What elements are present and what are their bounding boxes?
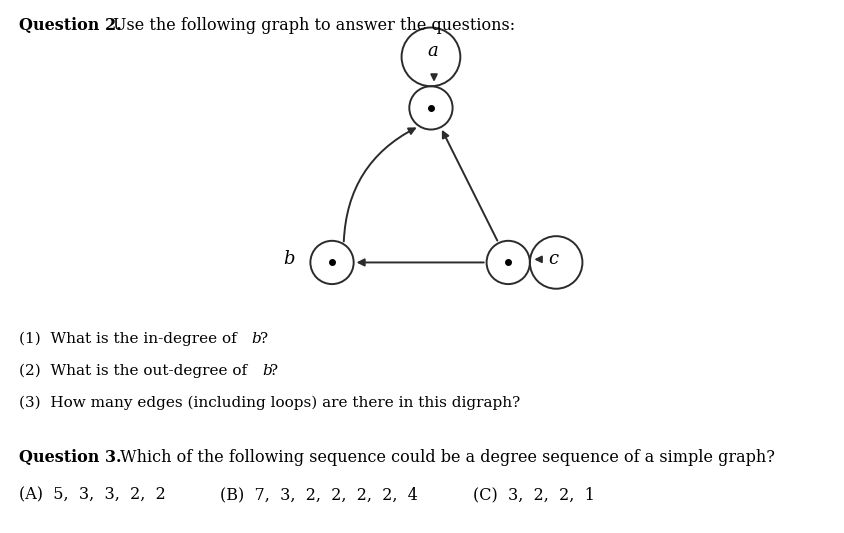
Text: ?: ?	[270, 364, 279, 377]
Text: b: b	[262, 364, 272, 377]
Text: (2)  What is the out-degree of: (2) What is the out-degree of	[19, 364, 252, 378]
Text: Question 3.: Question 3.	[19, 449, 121, 466]
Text: (1)  What is the in-degree of: (1) What is the in-degree of	[19, 332, 241, 346]
Text: b: b	[283, 251, 295, 268]
Text: (A)  5,  3,  3,  2,  2: (A) 5, 3, 3, 2, 2	[19, 486, 165, 503]
Text: Question 2.: Question 2.	[19, 17, 122, 34]
Text: Which of the following sequence could be a degree sequence of a simple graph?: Which of the following sequence could be…	[115, 449, 774, 466]
Text: ?: ?	[260, 332, 268, 345]
Text: c: c	[548, 251, 558, 268]
Text: Use the following graph to answer the questions:: Use the following graph to answer the qu…	[113, 17, 515, 34]
Text: (3)  How many edges (including loops) are there in this digraph?: (3) How many edges (including loops) are…	[19, 395, 519, 410]
Text: b: b	[252, 332, 262, 345]
Text: (B)  7,  3,  2,  2,  2,  2,  4: (B) 7, 3, 2, 2, 2, 2, 4	[219, 486, 417, 503]
Text: (C)  3,  2,  2,  1: (C) 3, 2, 2, 1	[473, 486, 594, 503]
Text: a: a	[426, 42, 437, 60]
